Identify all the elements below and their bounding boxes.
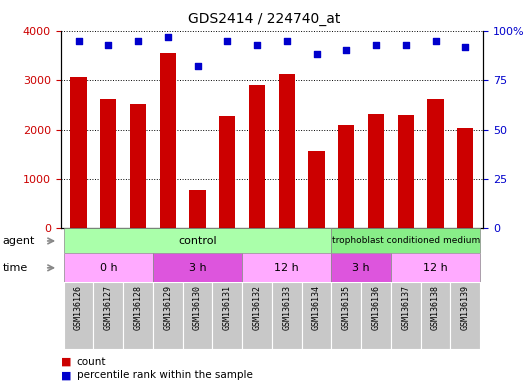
Text: GSM136133: GSM136133 (282, 285, 291, 330)
Text: 3 h: 3 h (188, 263, 206, 273)
Bar (272, 282, 301, 349)
Text: GSM136131: GSM136131 (223, 285, 232, 330)
Bar (219, 116, 235, 228)
Bar (212, 282, 242, 349)
Bar (70, 77, 87, 228)
Text: GSM136128: GSM136128 (134, 285, 143, 330)
Bar (332, 228, 480, 253)
Bar (93, 282, 123, 349)
Text: GSM136134: GSM136134 (312, 285, 321, 330)
Bar (450, 282, 480, 349)
Bar (398, 115, 414, 228)
Point (104, 41, 112, 48)
Text: control: control (178, 236, 217, 246)
Bar (338, 125, 354, 228)
Bar (332, 282, 361, 349)
Point (431, 38, 440, 44)
Text: percentile rank within the sample: percentile rank within the sample (77, 370, 252, 381)
Text: ■: ■ (61, 370, 71, 381)
Text: GSM136136: GSM136136 (372, 285, 381, 330)
Text: GSM136137: GSM136137 (401, 285, 410, 330)
Point (223, 38, 231, 44)
Text: GSM136135: GSM136135 (342, 285, 351, 330)
Bar (421, 282, 450, 349)
Text: GSM136132: GSM136132 (252, 285, 261, 330)
Bar (249, 85, 265, 228)
Point (342, 48, 351, 54)
Text: 12 h: 12 h (275, 263, 299, 273)
Text: GSM136138: GSM136138 (431, 285, 440, 330)
Point (461, 43, 469, 50)
Bar (64, 282, 93, 349)
Point (282, 38, 291, 44)
Text: count: count (77, 356, 106, 367)
Text: GSM136130: GSM136130 (193, 285, 202, 330)
Point (253, 41, 261, 48)
Bar (190, 190, 206, 228)
Point (402, 41, 410, 48)
Bar (153, 253, 242, 282)
Bar (123, 282, 153, 349)
Bar (361, 282, 391, 349)
Bar (279, 74, 295, 228)
Bar (308, 151, 325, 228)
Bar (183, 282, 212, 349)
Point (134, 38, 142, 44)
Point (74, 38, 83, 44)
Text: agent: agent (3, 236, 35, 246)
Bar (391, 282, 421, 349)
Point (164, 33, 172, 40)
Text: trophoblast conditioned medium: trophoblast conditioned medium (332, 237, 480, 245)
Text: ■: ■ (61, 356, 71, 367)
Text: time: time (3, 263, 28, 273)
Text: 12 h: 12 h (423, 263, 448, 273)
Point (313, 51, 321, 58)
Bar (242, 253, 332, 282)
Bar (153, 282, 183, 349)
Bar (100, 99, 117, 228)
Text: GSM136139: GSM136139 (461, 285, 470, 330)
Bar (368, 114, 384, 228)
Point (372, 41, 380, 48)
Text: 0 h: 0 h (99, 263, 117, 273)
Text: GDS2414 / 224740_at: GDS2414 / 224740_at (188, 12, 340, 25)
Bar (130, 104, 146, 228)
Bar (332, 253, 391, 282)
Point (193, 63, 202, 70)
Bar (159, 53, 176, 228)
Bar (64, 228, 332, 253)
Bar (457, 127, 474, 228)
Bar (391, 253, 480, 282)
Bar (301, 282, 332, 349)
Text: 3 h: 3 h (352, 263, 370, 273)
Bar (242, 282, 272, 349)
Bar (427, 99, 444, 228)
Text: GSM136129: GSM136129 (163, 285, 172, 330)
Text: GSM136126: GSM136126 (74, 285, 83, 330)
Bar (64, 253, 153, 282)
Text: GSM136127: GSM136127 (104, 285, 113, 330)
